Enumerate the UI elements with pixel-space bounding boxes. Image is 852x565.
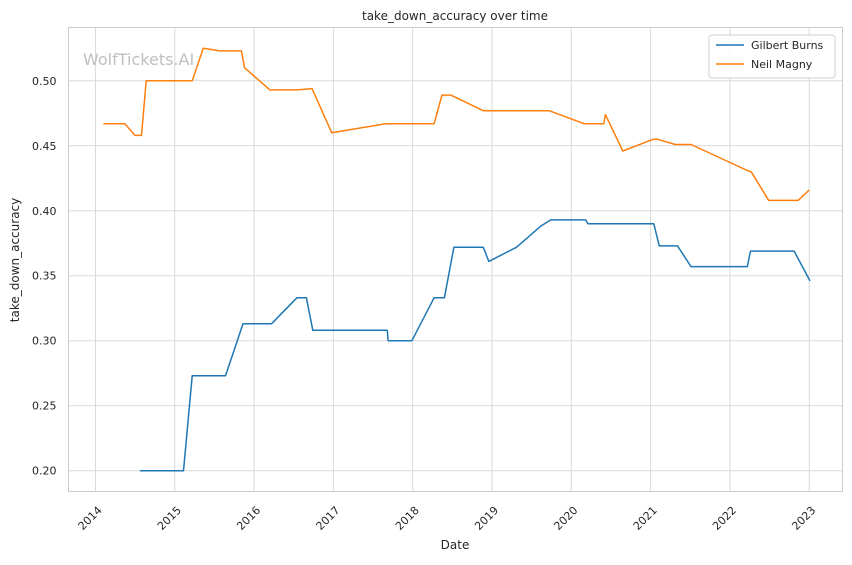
y-tick-label: 0.20	[32, 465, 57, 478]
y-tick-label: 0.35	[32, 270, 57, 283]
plot-area-border	[68, 27, 843, 492]
y-tick-labels: 0.20 0.25 0.30 0.35 0.40 0.45 0.50	[32, 75, 57, 478]
legend-label-1: Neil Magny	[751, 58, 813, 71]
y-tick-label: 0.45	[32, 140, 57, 153]
series-line-1	[103, 47, 810, 202]
chart-title: take_down_accuracy over time	[362, 9, 548, 23]
legend-label-0: Gilbert Burns	[751, 39, 824, 52]
y-axis-label: take_down_accuracy	[8, 198, 22, 322]
y-tick-label: 0.50	[32, 75, 57, 88]
legend: Gilbert Burns Neil Magny	[708, 34, 836, 79]
y-tick-label: 0.25	[32, 400, 57, 413]
y-tick-label: 0.40	[32, 205, 57, 218]
watermark: WolfTickets.AI	[83, 50, 194, 69]
x-axis-label: Date	[441, 538, 470, 552]
series-line-0	[139, 219, 811, 472]
series-lines	[103, 47, 811, 472]
y-tick-label: 0.30	[32, 335, 57, 348]
